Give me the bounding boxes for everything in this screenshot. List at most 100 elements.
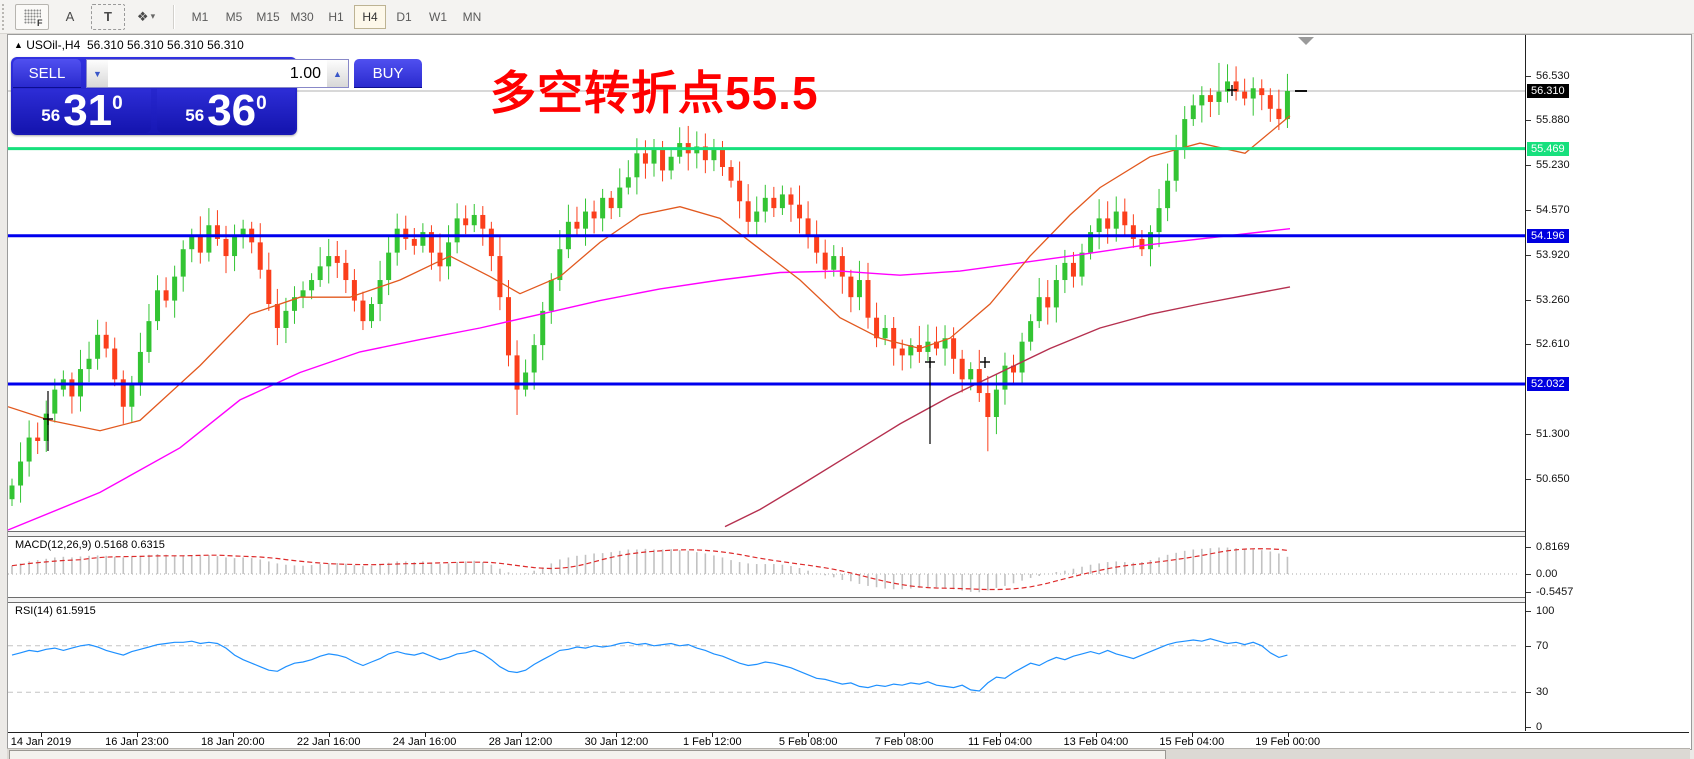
rsi-pane[interactable]	[8, 602, 1525, 732]
timeframe-m5[interactable]: M5	[225, 9, 243, 24]
pane-separator[interactable]	[8, 531, 1689, 537]
time-axis: 14 Jan 2019 16 Jan 23:00 18 Jan 20:00 22 Ja…	[8, 732, 1689, 750]
candle-body	[1045, 297, 1051, 308]
macd-tick-label: -0.5457	[1536, 586, 1574, 598]
price-tick-label: 52.610	[1536, 338, 1570, 350]
time-label: 18 Jan 20:00	[200, 736, 265, 748]
rsi-label: RSI(14) 61.5915	[15, 605, 96, 617]
toolbar-drag-handle[interactable]	[2, 3, 9, 30]
axis-tick-mark	[1526, 165, 1531, 166]
timeframe-h4[interactable]: H4	[354, 4, 386, 29]
candle-body	[1207, 95, 1213, 102]
candle-body	[9, 485, 15, 500]
candle-body	[1130, 225, 1136, 239]
shapes-button[interactable]: ❖ ▾	[129, 4, 163, 30]
candle-body	[951, 338, 957, 359]
time-tick-mark	[1191, 733, 1193, 737]
candle-body	[514, 355, 520, 390]
symbol-name: USOil-,H4	[26, 38, 81, 52]
symbol-header[interactable]: ▲ USOil-,H4 56.310 56.310 56.310 56.310	[14, 38, 244, 52]
buy-price-display[interactable]: 56 36 0	[157, 89, 295, 133]
candle-body	[454, 218, 460, 243]
candle-body	[1002, 365, 1008, 390]
time-tick-mark	[1287, 733, 1289, 737]
sell-button[interactable]: SELL	[13, 59, 81, 88]
candle-body	[463, 218, 469, 226]
candle-body	[642, 153, 648, 164]
candle-body	[1284, 91, 1290, 120]
candle-body	[822, 252, 828, 270]
symbol-ohlc: 56.310 56.310 56.310 56.310	[86, 38, 244, 52]
candle-body	[446, 242, 452, 267]
price-tick-label: 53.260	[1536, 294, 1570, 306]
candle-body	[1096, 218, 1102, 233]
candle-body	[26, 437, 32, 462]
price-chart[interactable]	[8, 35, 1525, 531]
candle-body	[925, 341, 931, 352]
price-tick-label: 56.530	[1536, 70, 1570, 82]
timeframe-w1[interactable]: W1	[429, 9, 447, 24]
indicator-grid-icon: F	[23, 9, 43, 28]
timeframe-m1[interactable]: M1	[191, 9, 209, 24]
timeframe-h1[interactable]: H1	[328, 9, 344, 24]
candle-body	[1079, 252, 1085, 277]
collapse-icon[interactable]: ▲	[14, 40, 23, 50]
candle-body	[1122, 211, 1128, 226]
chart-annotation-text[interactable]: 多空转折点55.5	[490, 67, 819, 119]
time-tick-mark	[232, 733, 234, 737]
candle-body	[343, 262, 349, 281]
candle-body	[505, 297, 511, 356]
timeframe-mn[interactable]: MN	[462, 9, 482, 24]
ma-fast-line	[8, 115, 1291, 432]
axis-tick-mark	[1526, 300, 1531, 301]
volume-increase-button[interactable]: ▲	[327, 60, 348, 87]
candle-body	[274, 304, 280, 328]
price-tick-label: 53.920	[1536, 249, 1570, 261]
candle-body	[1019, 341, 1025, 373]
sell-price-display[interactable]: 56 31 0	[13, 89, 151, 133]
axis-tick-mark	[1526, 479, 1531, 480]
candle-body	[814, 235, 820, 253]
time-label: 22 Jan 16:00	[296, 736, 361, 748]
macd-pane[interactable]	[8, 536, 1525, 597]
candle-body	[129, 382, 135, 407]
candle-body	[1147, 232, 1153, 250]
buy-button[interactable]: BUY	[354, 59, 422, 88]
time-tick-mark	[41, 733, 42, 737]
volume-input[interactable]	[108, 60, 327, 87]
indicator-windows-button[interactable]: F	[15, 3, 49, 30]
scrollbar-thumb[interactable]	[9, 750, 1166, 759]
timeframe-m30[interactable]: M30	[290, 9, 314, 24]
rsi-tick-label: 30	[1536, 686, 1549, 698]
time-label: 1 Feb 12:00	[682, 736, 742, 748]
candle-body	[1011, 365, 1017, 373]
time-tick-mark	[1095, 733, 1097, 737]
candle-body	[411, 238, 417, 246]
sell-price-big: 31	[63, 86, 113, 135]
candle-body	[1053, 280, 1059, 308]
candle-body	[959, 358, 965, 380]
candle-body	[882, 327, 888, 339]
chart-shift-marker	[1298, 37, 1314, 45]
timeframe-m15[interactable]: M15	[256, 9, 280, 24]
candle-body	[377, 280, 383, 305]
candle-body	[1036, 297, 1042, 322]
axis-tick-mark	[1526, 692, 1531, 693]
candle-body	[985, 393, 991, 418]
candle-body	[420, 232, 426, 246]
candle-body	[608, 197, 614, 209]
volume-decrease-button[interactable]: ▼	[87, 60, 108, 87]
candle-body	[1276, 108, 1282, 120]
axis-tick-mark	[1526, 574, 1531, 575]
candle-body	[351, 280, 357, 301]
text-box-button[interactable]: T	[91, 3, 125, 30]
pane-separator[interactable]	[8, 597, 1689, 603]
candle-body	[1156, 208, 1162, 233]
time-tick-mark	[904, 733, 906, 737]
timeframe-d1[interactable]: D1	[396, 9, 412, 24]
candle-body	[163, 290, 169, 301]
text-label-button[interactable]: A	[53, 4, 87, 30]
candle-body	[369, 304, 375, 322]
horizontal-scrollbar[interactable]	[7, 748, 1690, 759]
time-label: 19 Feb 00:00	[1255, 736, 1321, 748]
